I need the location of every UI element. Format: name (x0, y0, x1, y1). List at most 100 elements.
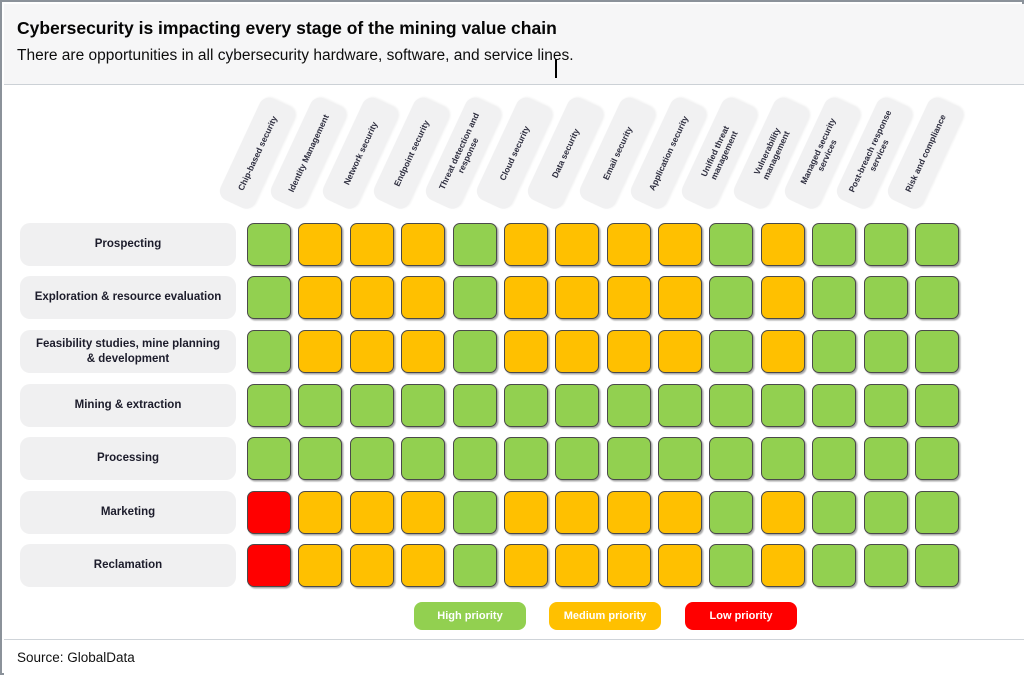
matrix-cell (504, 330, 548, 373)
matrix-cell (915, 437, 959, 480)
matrix-cell (350, 491, 394, 534)
matrix-cell (915, 544, 959, 587)
matrix-cell (247, 223, 291, 266)
matrix-cell (915, 276, 959, 319)
title-band: Cybersecurity is impacting every stage o… (4, 4, 1024, 85)
matrix-cell (709, 330, 753, 373)
source-band: Source: GlobalData (4, 639, 1024, 675)
matrix-cell (864, 437, 908, 480)
matrix-cell (298, 276, 342, 319)
page-title: Cybersecurity is impacting every stage o… (17, 18, 557, 38)
row-label: Processing (20, 437, 236, 480)
matrix-cell (761, 223, 805, 266)
matrix-cell (915, 223, 959, 266)
matrix-cell (812, 384, 856, 427)
row-label: Feasibility studies, mine planning & dev… (20, 330, 236, 373)
matrix-cell (915, 330, 959, 373)
matrix-cell (453, 384, 497, 427)
matrix-cell (504, 544, 548, 587)
matrix-cell (709, 544, 753, 587)
matrix-cell (761, 491, 805, 534)
matrix-cell (298, 437, 342, 480)
matrix-cell (555, 491, 599, 534)
matrix-cell (709, 223, 753, 266)
matrix-cell (915, 491, 959, 534)
row-label: Marketing (20, 491, 236, 534)
row-label: Mining & extraction (20, 384, 236, 427)
matrix-cell (401, 544, 445, 587)
matrix-cell (247, 276, 291, 319)
row-label: Prospecting (20, 223, 236, 266)
matrix-cell (298, 330, 342, 373)
matrix-cell (658, 384, 702, 427)
matrix-cell (658, 223, 702, 266)
matrix-cell (761, 544, 805, 587)
matrix-cell (607, 544, 651, 587)
matrix-cell (453, 491, 497, 534)
matrix-cell (812, 276, 856, 319)
matrix-cell (453, 276, 497, 319)
matrix-cell (401, 437, 445, 480)
page-subtitle[interactable]: There are opportunities in all cybersecu… (17, 47, 574, 64)
matrix-cell (812, 491, 856, 534)
matrix-cell (350, 384, 394, 427)
matrix-cell (247, 437, 291, 480)
matrix-cell (453, 544, 497, 587)
matrix-cell (247, 330, 291, 373)
matrix-cell (607, 437, 651, 480)
matrix-cell (658, 491, 702, 534)
row-label: Exploration & resource evaluation (20, 276, 236, 319)
matrix-cell (401, 491, 445, 534)
matrix-cell (555, 384, 599, 427)
matrix-cell (864, 223, 908, 266)
matrix-cell (864, 330, 908, 373)
matrix-cell (607, 223, 651, 266)
matrix-cell (298, 384, 342, 427)
matrix-cell (350, 276, 394, 319)
matrix-cell (298, 544, 342, 587)
matrix-cell (812, 330, 856, 373)
matrix-cell (401, 276, 445, 319)
matrix-cell (504, 223, 548, 266)
matrix-cell (761, 276, 805, 319)
matrix-cell (298, 223, 342, 266)
matrix-cell (504, 491, 548, 534)
matrix-cell (658, 330, 702, 373)
matrix-chart: Chip-based security Identity Management Ne… (4, 85, 1024, 639)
matrix-cell (555, 437, 599, 480)
legend-item: Medium priority (549, 602, 661, 630)
matrix-cell (247, 384, 291, 427)
matrix-cell (709, 491, 753, 534)
matrix-cell (504, 437, 548, 480)
matrix-cell (812, 544, 856, 587)
matrix-cell (504, 276, 548, 319)
matrix-cell (555, 544, 599, 587)
matrix-cell (709, 437, 753, 480)
matrix-cell (709, 276, 753, 319)
matrix-cell (401, 330, 445, 373)
matrix-cell (401, 384, 445, 427)
matrix-cell (555, 223, 599, 266)
matrix-cell (607, 491, 651, 534)
matrix-cell (607, 384, 651, 427)
matrix-cell (864, 544, 908, 587)
matrix-cell (247, 491, 291, 534)
matrix-cell (453, 437, 497, 480)
matrix-cell (350, 544, 394, 587)
legend-item: High priority (414, 602, 526, 630)
matrix-cell (504, 384, 548, 427)
legend-item: Low priority (685, 602, 797, 630)
matrix-cell (709, 384, 753, 427)
matrix-cell (864, 276, 908, 319)
matrix-cell (658, 437, 702, 480)
matrix-cell (350, 330, 394, 373)
matrix-cell (761, 384, 805, 427)
matrix-cell (247, 544, 291, 587)
matrix-cell (658, 276, 702, 319)
matrix-cell (453, 330, 497, 373)
matrix-cell (453, 223, 497, 266)
matrix-cell (915, 384, 959, 427)
matrix-cell (607, 276, 651, 319)
matrix-cell (761, 437, 805, 480)
matrix-cell (864, 491, 908, 534)
